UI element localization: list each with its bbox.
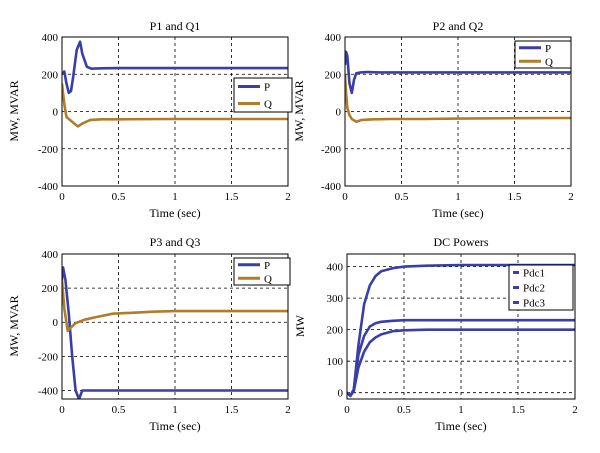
- legend-label: Q: [264, 273, 272, 285]
- x-tick-label: 1.5: [225, 404, 239, 416]
- y-tick-label: 400: [42, 249, 59, 261]
- y-tick-label: 100: [327, 356, 344, 368]
- plot-area: [61, 253, 289, 400]
- y-tick-label: 400: [42, 32, 59, 44]
- legend-label: P: [264, 82, 270, 94]
- y-tick-label: -200: [38, 351, 59, 363]
- y-axis-label: MW, MVAR: [292, 80, 306, 141]
- y-tick-label: 200: [42, 283, 59, 295]
- legend-label: Pdc3: [523, 298, 546, 310]
- y-axis-label: MW: [293, 314, 307, 337]
- y-tick-label: 0: [336, 107, 342, 119]
- chart-title: DC Powers: [433, 235, 488, 249]
- y-tick-label: 400: [327, 262, 344, 274]
- x-tick-label: 0: [59, 191, 65, 203]
- chart-p1-q1: P1 and Q1 Time (sec) MW, MVAR 0 0.5 1 1.5 2 4…: [7, 19, 293, 220]
- x-tick-label: 1: [458, 404, 464, 416]
- x-tick-label: 0.5: [395, 191, 409, 203]
- legend-label: P: [264, 260, 270, 272]
- chart-title: P1 and Q1: [150, 19, 201, 33]
- legend-box: [514, 40, 572, 69]
- x-tick-label: 0.5: [397, 404, 411, 416]
- legend-label: Pdc2: [523, 283, 545, 295]
- chart-dc-powers: DC Powers Time (sec) MW 0 0.5 1 1.5 2 400 300 2…: [293, 235, 578, 433]
- legend: Pdc1 Pdc2 Pdc3: [508, 264, 574, 311]
- series-line-pdc3: [347, 328, 575, 398]
- x-tick-label: 1: [172, 191, 178, 203]
- chart-title: P2 and Q2: [433, 19, 484, 33]
- x-tick-label: 0.5: [112, 191, 126, 203]
- series-line-p: [345, 50, 571, 95]
- y-tick-label: 0: [53, 317, 59, 329]
- y-tick-label: 200: [327, 325, 344, 337]
- series-line-p: [62, 266, 288, 399]
- plot-area: [344, 36, 572, 187]
- y-tick-label: 0: [338, 388, 344, 400]
- x-tick-label: 2: [572, 404, 578, 416]
- x-tick-label: 1: [455, 191, 461, 203]
- x-tick-label: 0: [344, 404, 350, 416]
- y-tick-label: 400: [325, 32, 342, 44]
- legend-box: [233, 257, 291, 286]
- x-tick-label: 1: [172, 404, 178, 416]
- x-tick-label: 1.5: [511, 404, 525, 416]
- x-tick-label: 0: [342, 191, 348, 203]
- x-axis-label: Time (sec): [149, 419, 200, 433]
- legend-label: Q: [264, 99, 272, 111]
- x-tick-label: 2: [285, 404, 291, 416]
- series-line-p: [62, 40, 288, 95]
- y-tick-label: -400: [38, 385, 59, 397]
- x-axis-label: Time (sec): [149, 206, 200, 220]
- y-tick-label: 300: [327, 293, 344, 305]
- x-axis-label: Time (sec): [432, 206, 483, 220]
- y-tick-label: -200: [38, 144, 59, 156]
- chart-p2-q2: P2 and Q2 Time (sec) MW, MVAR 0 0.5 1 1.5 2 4…: [292, 19, 574, 220]
- chart-title: P3 and Q3: [150, 235, 201, 249]
- x-tick-label: 1.5: [225, 191, 239, 203]
- legend-box: [508, 264, 574, 311]
- legend-box: [233, 77, 293, 113]
- series-line-q: [62, 279, 288, 333]
- series-line-q: [62, 83, 288, 128]
- chart-p3-q3: P3 and Q3 Time (sec) MW, MVAR 0 0.5 1 1.5 2 4…: [7, 235, 291, 433]
- y-tick-label: -400: [321, 181, 342, 193]
- y-tick-label: 0: [53, 107, 59, 119]
- y-tick-label: -400: [38, 181, 59, 193]
- x-tick-label: 0: [59, 404, 65, 416]
- legend-label: P: [545, 43, 551, 55]
- legend: PQ: [514, 40, 572, 69]
- y-tick-label: 200: [42, 69, 59, 81]
- x-tick-label: 2: [285, 191, 291, 203]
- series-line-q: [345, 74, 571, 123]
- x-tick-label: 2: [568, 191, 574, 203]
- y-tick-label: 200: [325, 69, 342, 81]
- y-axis-label: MW, MVAR: [7, 295, 21, 356]
- legend-label: Q: [545, 56, 553, 68]
- legend: PQ: [233, 257, 291, 286]
- y-tick-label: -200: [321, 144, 342, 156]
- legend: PQ: [233, 77, 293, 113]
- y-axis-label: MW, MVAR: [7, 80, 21, 141]
- plot-area: [346, 253, 576, 400]
- x-tick-label: 0.5: [112, 404, 126, 416]
- x-axis-label: Time (sec): [435, 419, 486, 433]
- x-tick-label: 1.5: [508, 191, 522, 203]
- legend-label: Pdc1: [523, 268, 545, 280]
